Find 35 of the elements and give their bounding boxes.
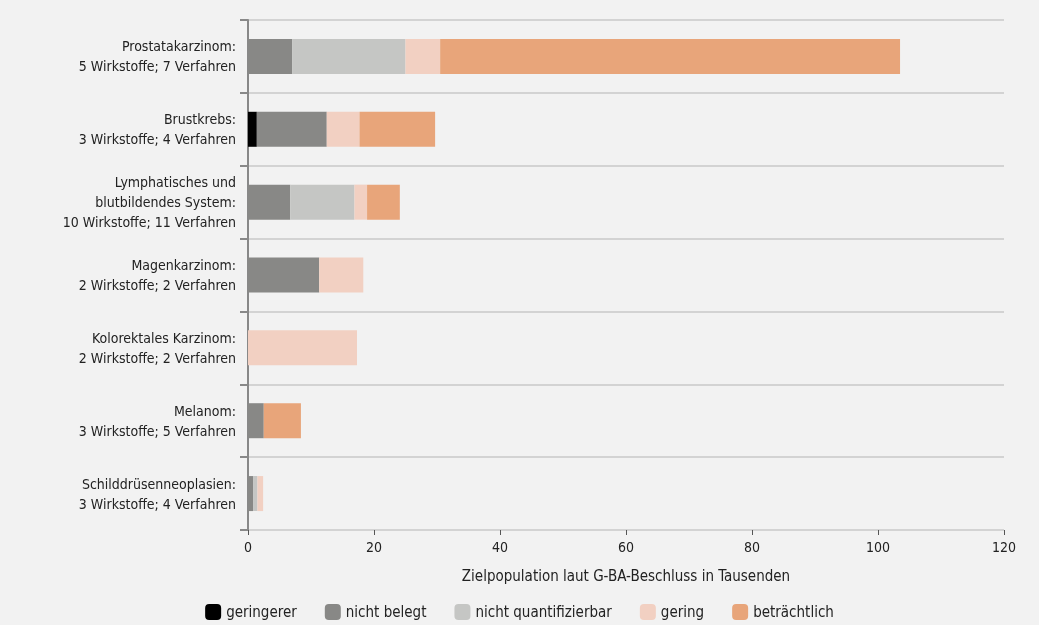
- bar: [257, 476, 264, 512]
- bar: [405, 38, 441, 74]
- bar: [359, 111, 436, 147]
- bar: [256, 111, 327, 147]
- y-tick-label: Lymphatisches und blutbildendes System: 10 Wirkstoffe; 11 Verfahren: [62, 174, 236, 231]
- x-tick-label: 120: [991, 539, 1017, 555]
- bar: [354, 184, 368, 220]
- x-axis-title: Zielpopulation laut G-BA-Beschluss in Tausenden: [461, 566, 791, 585]
- bar: [253, 476, 258, 512]
- y-tick-label: Schilddrüsenneoplasien: 3 Wirkstoffe; 4 Verfahren: [78, 475, 236, 512]
- bar: [292, 38, 406, 74]
- y-tick-label: Melanom: 3 Wirkstoffe; 5 Verfahren: [78, 402, 236, 439]
- y-tick-label: Brustkrebs: 3 Wirkstoffe; 4 Verfahren: [78, 111, 236, 148]
- x-tick-label: 20: [365, 539, 383, 555]
- x-tick-label: 0: [243, 539, 253, 555]
- bar: [319, 257, 364, 293]
- y-tick-label: Prostatakarzinom: 5 Wirkstoffe; 7 Verfahren: [78, 38, 236, 75]
- x-tick-label: 80: [743, 539, 761, 555]
- legend-label: beträchtlich: [753, 603, 834, 621]
- y-tick-label: Kolorektales Karzinom: 2 Wirkstoffe; 2 Verfahren: [78, 329, 236, 366]
- x-tick-label: 40: [491, 539, 509, 555]
- x-tick-label: 100: [865, 539, 891, 555]
- bar: [248, 111, 257, 147]
- bar: [367, 184, 400, 220]
- legend-label: geringerer: [226, 603, 298, 621]
- x-tick-label: 60: [617, 539, 635, 555]
- bar: [326, 111, 360, 147]
- bar: [440, 38, 901, 74]
- legend-label: nicht quantifizierbar: [475, 603, 613, 621]
- bar: [248, 330, 357, 366]
- bar: [263, 403, 301, 439]
- legend-label: gering: [660, 603, 705, 621]
- bar: [290, 184, 355, 220]
- y-tick-label: Magenkarzinom: 2 Wirkstoffe; 2 Verfahren: [78, 257, 236, 293]
- legend-label: nicht belegt: [345, 603, 427, 621]
